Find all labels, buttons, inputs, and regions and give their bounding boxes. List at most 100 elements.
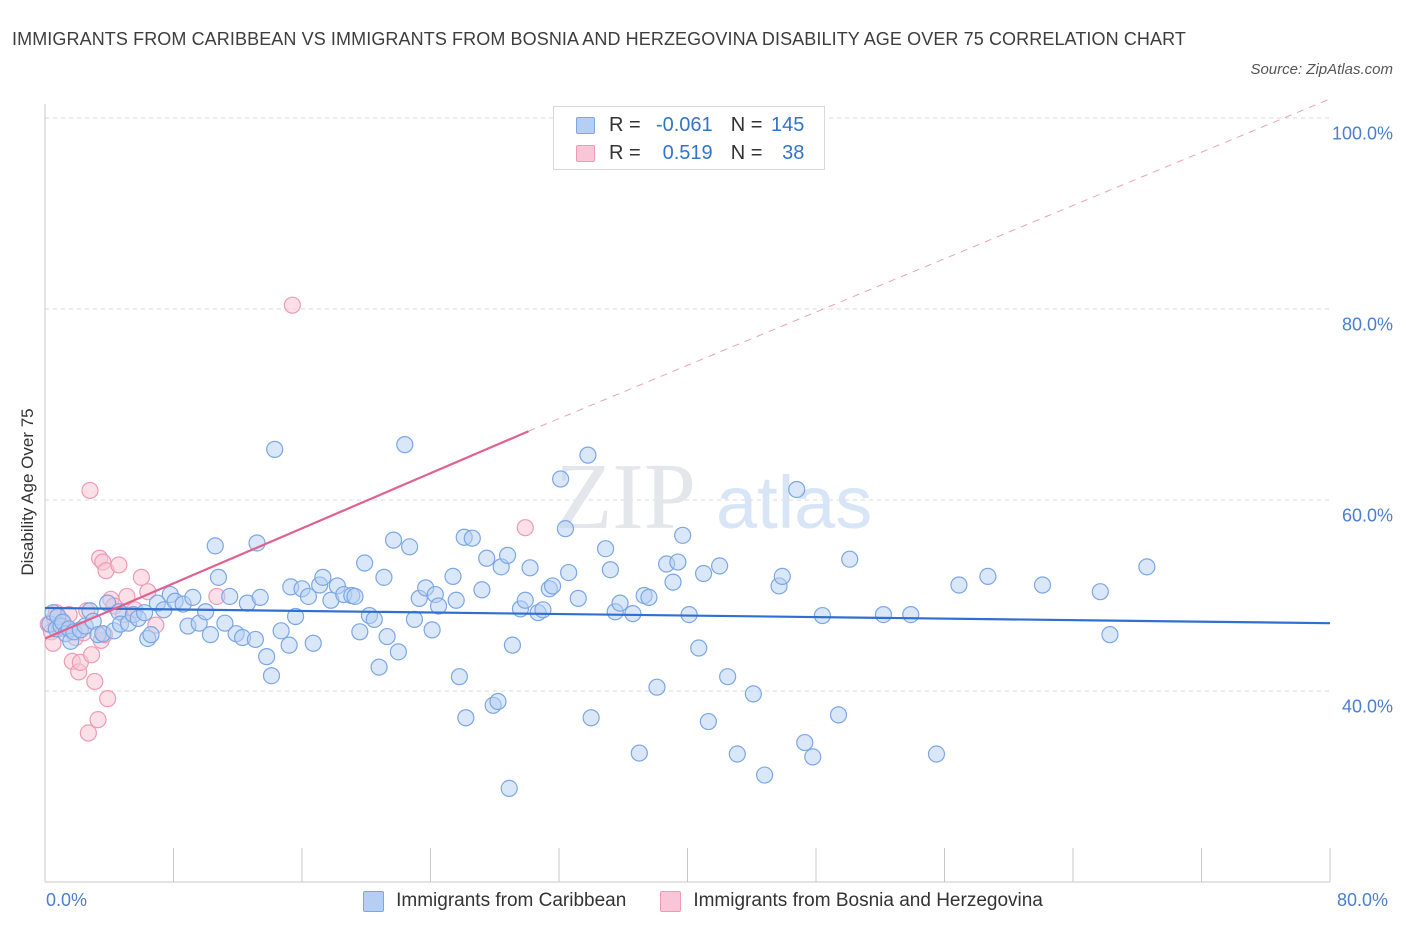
legend-item-bosnia[interactable]: Immigrants from Bosnia and Herzegovina — [660, 890, 1043, 912]
x-tick-max: 80.0% — [1337, 890, 1389, 910]
caribbean-points — [41, 436, 1156, 798]
caribbean-point — [640, 588, 658, 607]
caribbean-point — [1138, 558, 1156, 576]
caribbean-point — [788, 480, 806, 499]
caribbean-point — [516, 591, 534, 609]
legend: Immigrants from Caribbean Immigrants fro… — [0, 890, 1406, 912]
caribbean-point — [299, 587, 318, 606]
caribbean-point — [669, 553, 687, 571]
bosnia-swatch — [576, 144, 595, 162]
watermark-zip: ZIP — [555, 445, 696, 549]
caribbean-point — [744, 685, 762, 703]
caribbean-point — [384, 531, 403, 549]
caribbean-point — [286, 607, 305, 626]
stats-row-caribbean: R = -0.061 N = 145 — [576, 113, 804, 137]
caribbean-point — [728, 745, 746, 763]
caribbean-point — [346, 587, 364, 606]
bosnia-point — [110, 556, 128, 574]
bosnia-n-value: 38 — [782, 141, 805, 164]
caribbean-point — [601, 561, 620, 579]
caribbean-point — [389, 643, 407, 661]
bosnia-point — [516, 519, 534, 537]
caribbean-point — [755, 766, 774, 784]
legend-item-caribbean[interactable]: Immigrants from Caribbean — [363, 890, 626, 912]
bosnia-point — [89, 711, 107, 729]
caribbean-point — [804, 748, 822, 766]
caribbean-point — [473, 581, 491, 599]
caribbean-point — [262, 667, 281, 685]
caribbean-point — [841, 550, 859, 568]
source-label: Source: ZipAtlas.com — [1250, 61, 1393, 78]
caribbean-point — [773, 567, 791, 586]
caribbean-point — [478, 549, 496, 567]
caribbean-point — [950, 576, 968, 594]
caribbean-point — [1101, 626, 1119, 644]
y-tick-label: 60.0% — [1341, 505, 1393, 526]
trend-lines — [44, 98, 1331, 640]
caribbean-point — [503, 636, 522, 654]
caribbean-point — [429, 597, 448, 615]
caribbean-point — [314, 568, 332, 586]
bosnia-point — [79, 724, 97, 742]
n-label: N = — [730, 113, 763, 136]
x-tick-min: 0.0% — [46, 890, 88, 910]
caribbean-point — [630, 744, 648, 762]
axes — [44, 104, 1331, 883]
r-label: R = — [609, 113, 641, 136]
grid-lines — [45, 117, 1330, 692]
caribbean-point — [221, 587, 239, 606]
caribbean-point — [375, 568, 393, 586]
caribbean-point — [206, 537, 224, 555]
bosnia-point — [81, 481, 99, 500]
caribbean-point — [142, 626, 160, 644]
bosnia-trend-line — [44, 430, 529, 640]
caribbean-point — [719, 668, 737, 686]
y-tick-label: 100.0% — [1331, 123, 1393, 144]
caribbean-point — [401, 538, 419, 556]
caribbean-point — [556, 520, 575, 538]
caribbean-point — [457, 709, 475, 727]
caribbean-point — [499, 546, 517, 564]
caribbean-point — [796, 733, 814, 752]
legend-swatch-caribbean — [363, 890, 385, 912]
caribbean-point — [405, 610, 424, 628]
caribbean-point — [624, 605, 642, 623]
watermark: ZIP atlas — [555, 445, 872, 549]
y-tick-label: 40.0% — [1341, 696, 1393, 717]
caribbean-point — [1033, 576, 1052, 594]
stats-box: R = -0.061 N = 145 R = 0.519 N = 38 — [553, 106, 825, 170]
watermark-atlas: atlas — [716, 461, 872, 544]
caribbean-point — [266, 440, 284, 458]
caribbean-point — [246, 630, 265, 649]
caribbean-point — [611, 594, 629, 612]
n-label: N = — [730, 141, 763, 164]
caribbean-point — [829, 706, 848, 724]
caribbean-point — [216, 614, 234, 632]
caribbean-point — [489, 692, 507, 711]
caribbean-point — [699, 712, 717, 731]
caribbean-point — [251, 588, 269, 607]
bosnia-trend-extension — [528, 98, 1331, 432]
caribbean-point — [356, 554, 374, 572]
caribbean-point — [874, 605, 893, 624]
r-label: R = — [609, 141, 641, 164]
caribbean-point — [582, 709, 600, 727]
caribbean-point — [351, 623, 369, 641]
caribbean-point — [272, 622, 290, 640]
legend-label-caribbean: Immigrants from Caribbean — [396, 890, 627, 911]
caribbean-point — [396, 436, 414, 454]
caribbean-point — [521, 559, 539, 577]
caribbean-point — [648, 678, 666, 696]
caribbean-point — [463, 529, 481, 547]
caribbean-point — [444, 567, 462, 586]
caribbean-point — [711, 557, 729, 575]
caribbean-point — [596, 540, 615, 558]
caribbean-point — [378, 627, 396, 646]
legend-label-bosnia: Immigrants from Bosnia and Herzegovina — [693, 890, 1043, 911]
caribbean-point — [280, 636, 298, 654]
caribbean-point — [694, 564, 713, 583]
caribbean-trend-line — [44, 606, 1331, 625]
caribbean-point — [304, 634, 322, 652]
caribbean-point — [569, 589, 587, 607]
bosnia-point — [86, 672, 104, 691]
